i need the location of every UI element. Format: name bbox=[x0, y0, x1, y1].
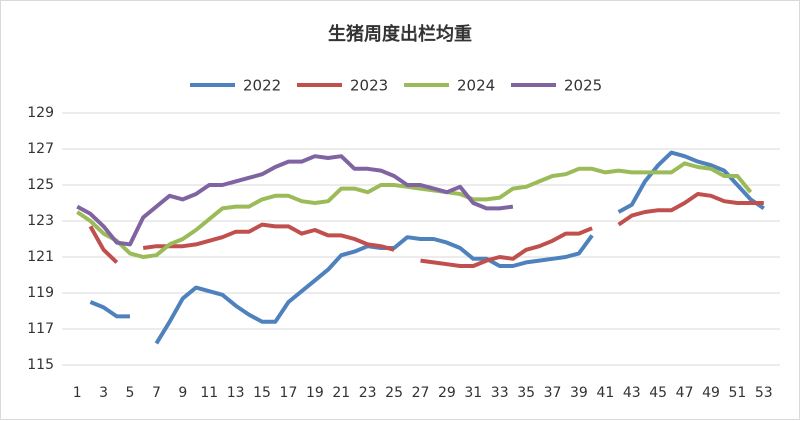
x-tick-label: 17 bbox=[280, 385, 298, 401]
x-tick-label: 53 bbox=[755, 385, 773, 401]
legend-label: 2025 bbox=[564, 77, 602, 95]
x-tick-label: 23 bbox=[359, 385, 377, 401]
x-tick-label: 9 bbox=[178, 385, 187, 401]
x-tick-label: 27 bbox=[412, 385, 430, 401]
x-tick-label: 45 bbox=[649, 385, 667, 401]
x-tick-label: 47 bbox=[676, 385, 694, 401]
chart-title: 生猪周度出栏均重 bbox=[328, 23, 472, 45]
y-tick-label: 119 bbox=[27, 285, 54, 301]
y-tick-label: 129 bbox=[27, 105, 54, 121]
x-tick-label: 21 bbox=[332, 385, 350, 401]
x-tick-label: 13 bbox=[227, 385, 245, 401]
legend-label: 2022 bbox=[243, 77, 281, 95]
x-tick-label: 11 bbox=[200, 385, 218, 401]
x-tick-label: 39 bbox=[570, 385, 588, 401]
x-tick-label: 41 bbox=[596, 385, 614, 401]
x-tick-label: 31 bbox=[464, 385, 482, 401]
x-tick-label: 15 bbox=[253, 385, 271, 401]
y-tick-label: 125 bbox=[27, 177, 54, 193]
x-tick-label: 33 bbox=[491, 385, 509, 401]
legend: 2022 2023 2024 2025 bbox=[190, 77, 602, 95]
y-tick-label: 121 bbox=[27, 249, 54, 265]
x-tick-label: 1 bbox=[73, 385, 82, 401]
series-line bbox=[76, 154, 514, 247]
series-line bbox=[88, 192, 764, 268]
x-tick-label: 43 bbox=[623, 385, 641, 401]
x-tick-label: 37 bbox=[544, 385, 562, 401]
series-line bbox=[76, 161, 753, 259]
x-tick-label: 51 bbox=[728, 385, 746, 401]
y-tick-label: 117 bbox=[27, 321, 54, 337]
x-tick-label: 7 bbox=[152, 385, 161, 401]
y-tick-label: 123 bbox=[27, 213, 54, 229]
x-tick-label: 5 bbox=[126, 385, 135, 401]
x-tick-label: 3 bbox=[99, 385, 108, 401]
legend-label: 2023 bbox=[350, 77, 388, 95]
x-tick-label: 49 bbox=[702, 385, 720, 401]
y-tick-label: 127 bbox=[27, 141, 54, 157]
x-tick-label: 25 bbox=[385, 385, 403, 401]
y-tick-label: 115 bbox=[27, 357, 54, 373]
x-tick-label: 35 bbox=[517, 385, 535, 401]
x-tick-label: 29 bbox=[438, 385, 456, 401]
legend-label: 2024 bbox=[457, 77, 495, 95]
x-tick-label: 19 bbox=[306, 385, 324, 401]
